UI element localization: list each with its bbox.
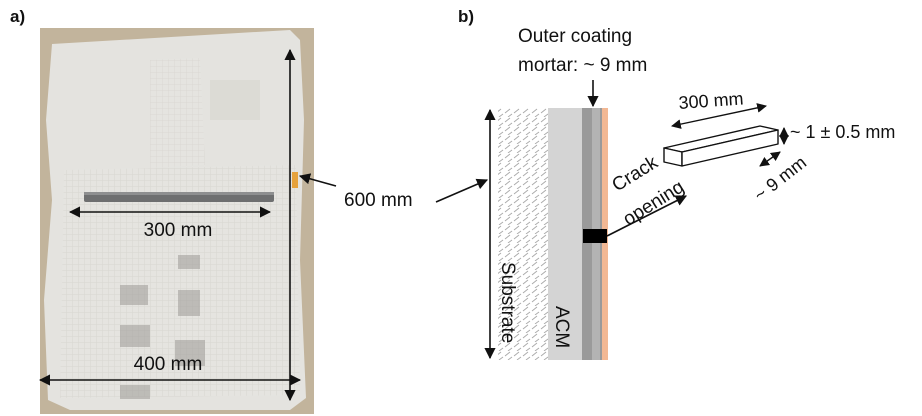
height-pointer-right <box>435 178 489 203</box>
width-label: 400 mm <box>134 354 203 375</box>
height-label: 600 mm <box>344 190 413 211</box>
outer-coating-label-line2: mortar: ~ 9 mm <box>518 55 647 76</box>
crack-opening-pointer <box>606 195 687 237</box>
crack-bar-highlight <box>84 192 274 195</box>
reinforcement-mesh-upper <box>150 58 205 168</box>
panel-b-label: b) <box>458 7 474 26</box>
substrate-label: Substrate <box>497 262 518 343</box>
specimen-opening-label: ~ 1 ± 0.5 mm <box>790 122 895 142</box>
mesh-shadow-marks <box>120 255 205 399</box>
block-front-face <box>663 147 683 167</box>
wall-cross-section <box>498 108 608 360</box>
specimen-length-label: 300 mm <box>678 89 744 113</box>
crack-specimen-block <box>663 125 779 167</box>
specimen-depth-label: ~ 9 mm <box>750 152 810 205</box>
acm-layer <box>548 108 582 360</box>
crack-label-line1: Crack <box>609 152 663 196</box>
block-side-face <box>681 129 779 167</box>
crack-length-label: 300 mm <box>144 220 213 241</box>
mortar-patch <box>210 80 260 120</box>
crack-mark <box>583 229 607 243</box>
substrate-layer <box>498 108 548 360</box>
panel-a-label: a) <box>10 7 25 26</box>
height-pointer-left <box>298 173 337 187</box>
orange-marker <box>292 172 298 188</box>
specimen-depth-dimension <box>759 151 781 167</box>
outer-coating-label-line1: Outer coating <box>518 26 632 47</box>
acm-label: ACM <box>551 306 572 348</box>
specimen-photo <box>40 28 314 414</box>
specimen-length-dimension <box>671 103 767 129</box>
